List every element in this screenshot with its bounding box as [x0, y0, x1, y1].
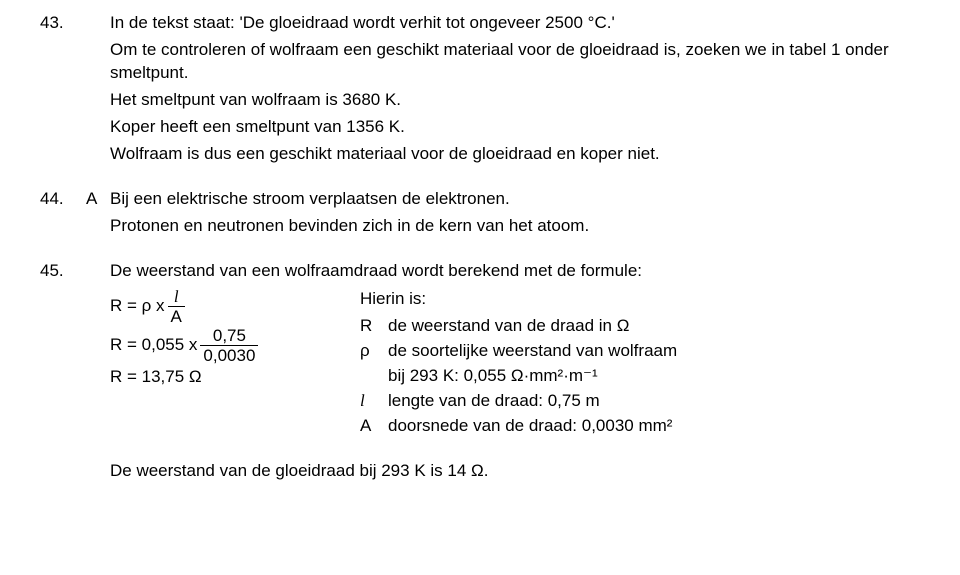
question-number: 44. — [40, 188, 86, 242]
question-letter — [86, 12, 110, 170]
formula-line: R = ρ x l A — [110, 288, 360, 325]
paragraph: De weerstand van een wolfraamdraad wordt… — [110, 260, 920, 283]
legend-text: de weerstand van de draad in Ω — [388, 315, 920, 338]
formula-line: R = 13,75 Ω — [110, 366, 360, 389]
question-43: 43. In de tekst staat: 'De gloeidraad wo… — [40, 12, 920, 170]
legend-row: ρ de soortelijke weerstand van wolfraam — [360, 340, 920, 363]
paragraph: Koper heeft een smeltpunt van 1356 K. — [110, 116, 920, 139]
conclusion: De weerstand van de gloeidraad bij 293 K… — [110, 460, 920, 483]
paragraph: Om te controleren of wolfraam een geschi… — [110, 39, 920, 85]
fraction-num: l — [168, 288, 185, 307]
formula-lhs: R = ρ x — [110, 295, 165, 318]
paragraph: Wolfraam is dus een geschikt materiaal v… — [110, 143, 920, 166]
paragraph: Protonen en neutronen bevinden zich in d… — [110, 215, 920, 238]
formula-lhs: R = 0,055 x — [110, 334, 197, 357]
question-body: Bij een elektrische stroom verplaatsen d… — [110, 188, 920, 242]
formula-block: R = ρ x l A R = 0,055 x 0,75 0,0030 — [110, 288, 920, 440]
legend-text: lengte van de draad: 0,75 m — [388, 390, 920, 413]
legend-symbol: A — [360, 415, 388, 438]
legend-symbol: R — [360, 315, 388, 338]
question-body: De weerstand van een wolfraamdraad wordt… — [110, 260, 920, 484]
legend-row: l lengte van de draad: 0,75 m — [360, 390, 920, 413]
legend-row: bij 293 K: 0,055 Ω·mm²·m⁻¹ — [360, 365, 920, 388]
formula-line: R = 0,055 x 0,75 0,0030 — [110, 327, 360, 364]
question-body: In de tekst staat: 'De gloeidraad wordt … — [110, 12, 920, 170]
paragraph: Bij een elektrische stroom verplaatsen d… — [110, 188, 920, 211]
question-number: 45. — [40, 260, 86, 484]
question-letter — [86, 260, 110, 484]
question-45: 45. De weerstand van een wolfraamdraad w… — [40, 260, 920, 484]
legend-column: Hierin is: R de weerstand van de draad i… — [360, 288, 920, 440]
question-letter: A — [86, 188, 110, 242]
fraction-num: 0,75 — [200, 327, 258, 346]
legend-symbol: l — [360, 390, 388, 413]
question-number: 43. — [40, 12, 86, 170]
legend-heading: Hierin is: — [360, 288, 920, 311]
legend-text: de soortelijke weerstand van wolfraam — [388, 340, 920, 363]
paragraph: Het smeltpunt van wolfraam is 3680 K. — [110, 89, 920, 112]
page: 43. In de tekst staat: 'De gloeidraad wo… — [0, 0, 960, 501]
legend-text: doorsnede van de draad: 0,0030 mm² — [388, 415, 920, 438]
formula-column: R = ρ x l A R = 0,055 x 0,75 0,0030 — [110, 288, 360, 440]
legend-symbol: ρ — [360, 340, 388, 363]
question-44: 44. A Bij een elektrische stroom verplaa… — [40, 188, 920, 242]
legend-text: bij 293 K: 0,055 Ω·mm²·m⁻¹ — [388, 365, 920, 388]
fraction: l A — [168, 288, 185, 325]
legend-row: R de weerstand van de draad in Ω — [360, 315, 920, 338]
fraction-den: A — [168, 307, 185, 325]
fraction: 0,75 0,0030 — [200, 327, 258, 364]
legend-row: A doorsnede van de draad: 0,0030 mm² — [360, 415, 920, 438]
fraction-den: 0,0030 — [200, 346, 258, 364]
paragraph: In de tekst staat: 'De gloeidraad wordt … — [110, 12, 920, 35]
legend-symbol — [360, 365, 388, 388]
